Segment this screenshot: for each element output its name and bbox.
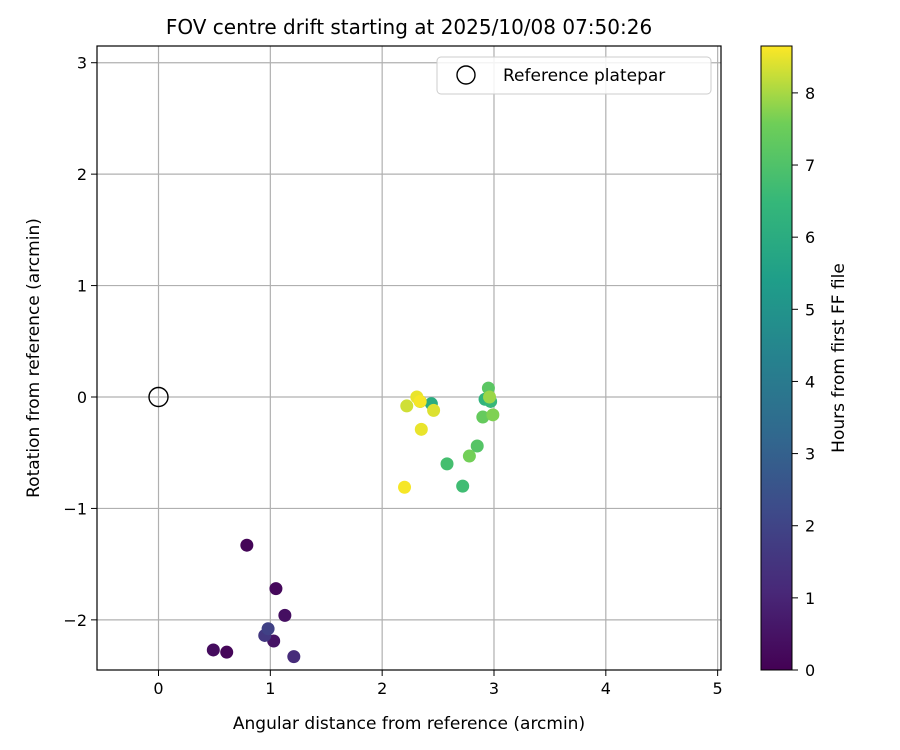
x-axis-label: Angular distance from reference (arcmin) <box>233 714 585 734</box>
data-point <box>440 457 454 471</box>
grid-lines <box>97 46 721 670</box>
colorbar-label: Hours from first FF file <box>829 263 849 453</box>
y-axis-label: Rotation from reference (arcmin) <box>24 218 44 498</box>
data-point <box>206 643 220 657</box>
colorbar-tick-label: 4 <box>805 372 815 391</box>
y-tick-label: 3 <box>77 54 87 73</box>
data-point <box>470 439 484 453</box>
reference-platepar-marker <box>148 386 169 408</box>
colorbar-tick-label: 6 <box>805 228 815 247</box>
colorbar <box>760 45 793 671</box>
colorbar-tick-label: 7 <box>805 156 815 175</box>
y-tick-label: 0 <box>77 388 87 407</box>
y-tick-label: −1 <box>63 499 87 518</box>
data-point <box>400 399 414 413</box>
data-point <box>398 480 412 494</box>
colorbar-tick-label: 2 <box>805 517 815 536</box>
chart-title: FOV centre drift starting at 2025/10/08 … <box>166 15 652 39</box>
data-point <box>220 645 234 659</box>
y-tick-label: 1 <box>77 277 87 296</box>
data-point <box>261 622 275 636</box>
x-tick-label: 2 <box>377 679 387 698</box>
data-point <box>269 582 283 596</box>
x-tick-label: 5 <box>713 679 723 698</box>
data-point <box>413 394 427 408</box>
legend: Reference platepar <box>436 56 712 95</box>
data-points <box>206 381 500 664</box>
data-point <box>486 408 500 422</box>
colorbar-tick-label: 1 <box>805 589 815 608</box>
x-tick-label: 3 <box>489 679 499 698</box>
colorbar-tick-label: 5 <box>805 300 815 319</box>
legend-box <box>436 56 712 95</box>
data-point <box>476 410 490 424</box>
data-point <box>287 650 301 664</box>
colorbar-tick-label: 8 <box>805 84 815 103</box>
plot-frame <box>96 45 722 671</box>
data-point <box>427 403 441 417</box>
reference-marker-group <box>148 386 169 408</box>
x-tick-label: 4 <box>601 679 611 698</box>
data-point <box>483 390 497 404</box>
data-point <box>462 449 476 463</box>
colorbar-ticks: 0 1 2 3 4 5 6 7 8 <box>792 84 815 680</box>
data-point <box>414 422 428 436</box>
x-tick-label: 1 <box>265 679 275 698</box>
data-point <box>240 538 254 552</box>
y-tick-label: 2 <box>77 165 87 184</box>
y-axis-ticks: −2 −1 0 1 2 3 <box>63 54 97 630</box>
data-point <box>278 608 292 622</box>
colorbar-tick-label: 0 <box>805 661 815 680</box>
x-axis-ticks: 0 1 2 3 4 5 <box>153 670 723 698</box>
legend-marker <box>456 65 476 85</box>
colorbar-tick-label: 3 <box>805 445 815 464</box>
y-tick-label: −2 <box>63 611 87 630</box>
legend-label: Reference platepar <box>503 66 665 86</box>
data-point <box>456 479 470 493</box>
x-tick-label: 0 <box>153 679 163 698</box>
